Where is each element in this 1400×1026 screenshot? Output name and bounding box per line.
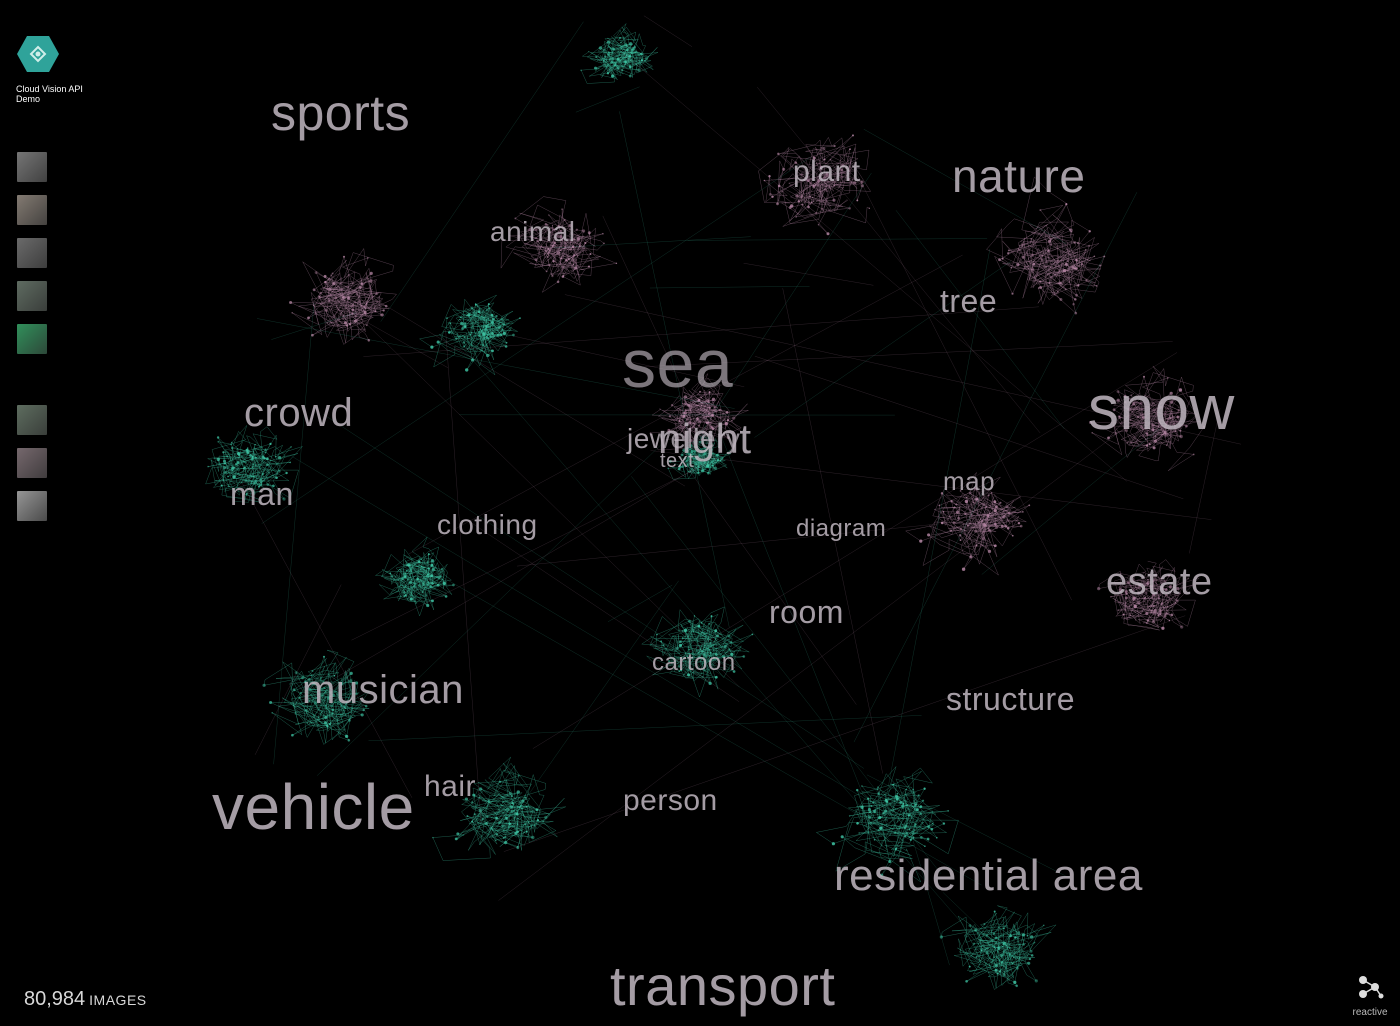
cluster-label-night[interactable]: night (658, 415, 752, 462)
cluster-label-animal[interactable]: animal (490, 216, 576, 247)
cluster-label-plant[interactable]: plant (793, 155, 861, 188)
image-count: 80,984 IMAGES (24, 988, 147, 1011)
cluster-label-structure[interactable]: structure (946, 681, 1075, 717)
cluster-label-man[interactable]: man (230, 476, 294, 512)
cluster-label-sports[interactable]: sports (271, 85, 411, 141)
cluster-label-residential-area[interactable]: residential area (834, 851, 1143, 900)
cluster-label-snow[interactable]: snow (1088, 374, 1235, 443)
thumbnail-image[interactable] (17, 152, 47, 182)
reactive-brand-text: reactive (1352, 1007, 1388, 1018)
cluster-label-text[interactable]: text (660, 450, 695, 472)
thumbnail-image[interactable] (17, 195, 47, 225)
image-count-unit: IMAGES (89, 992, 147, 1008)
cluster-label-room[interactable]: room (769, 594, 844, 630)
cluster-label-person[interactable]: person (623, 784, 718, 817)
thumbnail-image[interactable] (17, 281, 47, 311)
cluster-label-map[interactable]: map (943, 466, 996, 496)
cluster-label-diagram[interactable]: diagram (796, 515, 887, 542)
app-brand: Cloud Vision API Demo (16, 34, 106, 104)
reactive-logo-icon (1359, 976, 1384, 999)
cluster-label-musician[interactable]: musician (302, 668, 464, 712)
cluster-label-crowd[interactable]: crowd (244, 391, 354, 435)
cluster-label-nature[interactable]: nature (952, 150, 1086, 202)
cluster-label-hair[interactable]: hair (424, 770, 477, 803)
app-title: Cloud Vision API Demo (16, 84, 83, 104)
cluster-label-sea[interactable]: sea (622, 326, 734, 402)
cluster-label-estate[interactable]: estate (1106, 561, 1213, 603)
cloud-vision-logo-icon[interactable] (16, 34, 60, 74)
thumbnail-image[interactable] (17, 405, 47, 435)
android-thumbnail-icon[interactable] (17, 324, 47, 354)
cluster-label-tree[interactable]: tree (940, 283, 998, 319)
cluster-label-cartoon[interactable]: cartoon (652, 649, 736, 676)
image-count-value: 80,984 (24, 988, 86, 1010)
cluster-label-clothing[interactable]: clothing (437, 509, 538, 540)
thumbnail-image[interactable] (17, 491, 47, 521)
cluster-label-transport[interactable]: transport (610, 954, 836, 1017)
thumbnail-image[interactable] (17, 238, 47, 268)
reactive-brand[interactable]: reactive (1348, 974, 1392, 1018)
cluster-label-jewellery[interactable]: jewellery (627, 423, 741, 454)
thumbnail-image[interactable] (17, 448, 47, 478)
cluster-label-vehicle[interactable]: vehicle (212, 771, 415, 843)
